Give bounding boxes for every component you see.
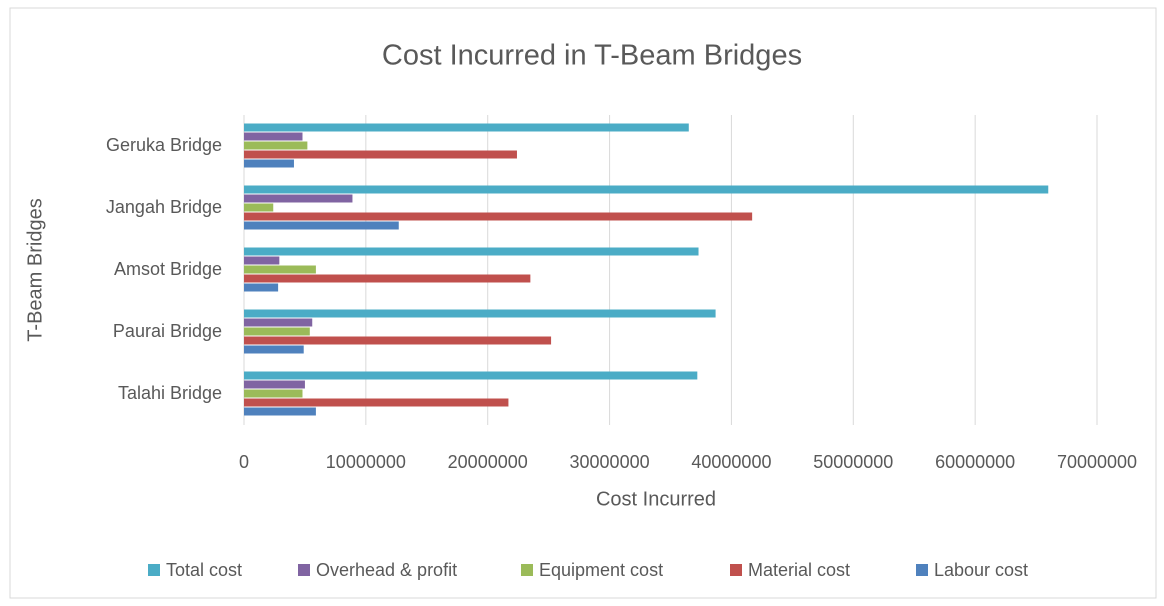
bar: [244, 141, 308, 150]
bar: [244, 123, 689, 132]
x-tick-label: 60000000: [935, 452, 1015, 472]
legend-swatch: [521, 564, 533, 576]
bar: [244, 398, 509, 407]
bar: [244, 221, 399, 230]
bar: [244, 203, 274, 212]
bar: [244, 274, 531, 283]
bar: [244, 327, 310, 336]
y-tick-label: Talahi Bridge: [118, 383, 222, 403]
bar: [244, 380, 305, 389]
bar: [244, 212, 753, 221]
x-tick-label: 20000000: [448, 452, 528, 472]
chart-title: Cost Incurred in T-Beam Bridges: [382, 40, 802, 72]
legend-swatch: [916, 564, 928, 576]
bar: [244, 283, 279, 292]
y-axis-title: T-Beam Bridges: [24, 198, 46, 341]
legend-swatch: [298, 564, 310, 576]
y-tick-label: Paurai Bridge: [113, 321, 222, 341]
bar: [244, 150, 517, 159]
legend-swatch: [730, 564, 742, 576]
bar: [244, 345, 304, 354]
legend-label: Equipment cost: [539, 560, 663, 580]
x-tick-label: 50000000: [813, 452, 893, 472]
y-tick-label: Jangah Bridge: [106, 197, 222, 217]
bar: [244, 407, 316, 416]
bar: [244, 318, 313, 327]
x-tick-label: 10000000: [326, 452, 406, 472]
bar: [244, 265, 316, 274]
bar: [244, 389, 303, 398]
legend-label: Material cost: [748, 560, 850, 580]
x-tick-label: 40000000: [691, 452, 771, 472]
bar: [244, 194, 353, 203]
bar: [244, 309, 716, 318]
y-tick-label: Amsot Bridge: [114, 259, 222, 279]
bar: [244, 159, 294, 168]
legend-swatch: [148, 564, 160, 576]
bar: [244, 336, 552, 345]
chart-border: [9, 7, 1157, 599]
legend-label: Total cost: [166, 560, 242, 580]
bar: [244, 371, 698, 380]
bar: [244, 132, 303, 141]
bar: [244, 185, 1049, 194]
x-tick-label: 70000000: [1057, 452, 1137, 472]
x-tick-label: 0: [239, 452, 249, 472]
x-axis-title: Cost Incurred: [596, 488, 716, 510]
bar: [244, 256, 280, 265]
legend-label: Overhead & profit: [316, 560, 457, 580]
legend-label: Labour cost: [934, 560, 1028, 580]
x-tick-label: 30000000: [570, 452, 650, 472]
bar: [244, 247, 699, 256]
y-tick-label: Geruka Bridge: [106, 135, 222, 155]
